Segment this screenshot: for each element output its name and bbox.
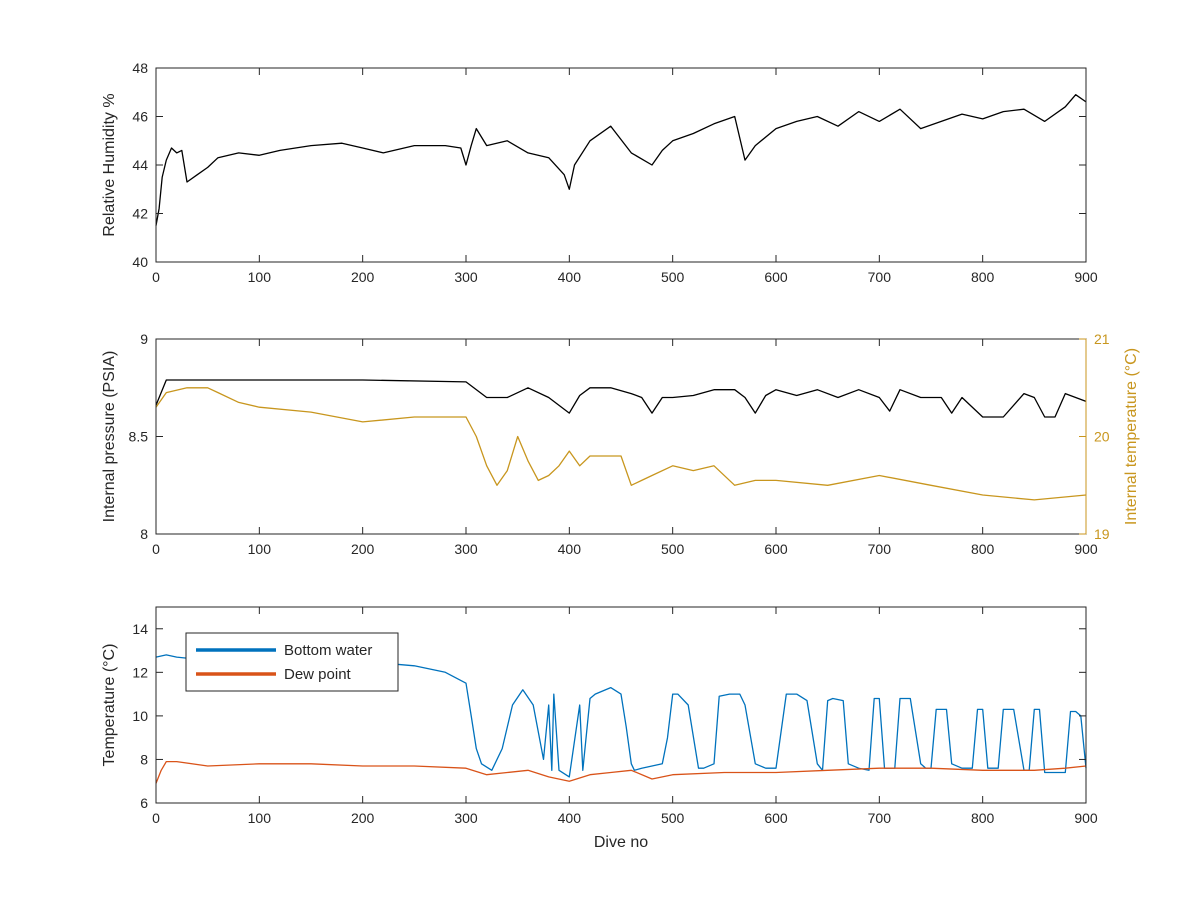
y-right-axis-label: Internal temperature (°C)	[1123, 348, 1140, 525]
x-tick-label: 300	[454, 269, 478, 285]
x-tick-label: 700	[868, 541, 892, 557]
x-tick-label: 500	[661, 269, 685, 285]
series-line-2-1	[155, 379, 1087, 418]
x-tick-label: 900	[1074, 810, 1098, 826]
y-axis-label: Relative Humidity %	[101, 93, 118, 236]
axes-box	[155, 606, 1087, 804]
x-tick-label: 600	[764, 810, 788, 826]
x-tick-label: 0	[152, 810, 160, 826]
x-tick-label: 900	[1074, 541, 1098, 557]
y-right-tick-label: 21	[1094, 331, 1110, 347]
x-tick-label: 800	[971, 541, 995, 557]
y-tick-label: 10	[132, 708, 148, 724]
series-line-2-2	[155, 387, 1087, 501]
y-tick-label: 14	[132, 621, 148, 637]
x-tick-label: 900	[1074, 269, 1098, 285]
x-tick-label: 800	[971, 269, 995, 285]
y-tick-label: 8.5	[129, 429, 149, 445]
y-tick-label: 8	[140, 751, 148, 767]
x-tick-label: 500	[661, 810, 685, 826]
legend-box	[185, 632, 399, 692]
x-tick-label: 0	[152, 269, 160, 285]
x-tick-label: 0	[152, 541, 160, 557]
x-tick-label: 600	[764, 541, 788, 557]
series-line-bottom-water	[155, 654, 1087, 778]
y-tick-label: 8	[140, 526, 148, 542]
x-tick-label: 200	[351, 269, 375, 285]
x-tick-label: 600	[764, 269, 788, 285]
y-tick-label: 40	[132, 254, 148, 270]
legend-label: Bottom water	[284, 642, 372, 659]
x-tick-label: 800	[971, 810, 995, 826]
chart-panel-2: 0 100 200 300 400 500 600 700 800 900 8 8.5 9 19 20 21 I…	[101, 331, 1140, 557]
y-axis-label: Internal pressure (PSIA)	[101, 351, 118, 523]
axes-box	[155, 67, 1087, 263]
x-tick-label: 200	[351, 541, 375, 557]
x-tick-label: 200	[351, 810, 375, 826]
y-right-tick-label: 19	[1094, 526, 1110, 542]
y-tick-label: 46	[132, 109, 148, 125]
y-right-tick-label: 20	[1094, 429, 1110, 445]
x-axis-label: Dive no	[594, 834, 648, 851]
x-tick-label: 100	[248, 810, 272, 826]
y-tick-label: 6	[140, 795, 148, 811]
legend-label: Dew point	[284, 666, 352, 683]
y-tick-label: 48	[132, 60, 148, 76]
chart-panel-3: 0 100 200 300 400 500 600 700 800 900 6 8 10 12 14 Temp…	[101, 606, 1098, 851]
x-tick-label: 400	[558, 541, 582, 557]
x-tick-label: 700	[868, 269, 892, 285]
y-tick-label: 44	[132, 157, 148, 173]
x-tick-label: 300	[454, 541, 478, 557]
x-tick-label: 300	[454, 810, 478, 826]
series-line-dew-point	[155, 760, 1087, 784]
y-tick-label: 12	[132, 664, 148, 680]
legend: Bottom water Dew point	[185, 632, 399, 692]
y-tick-label: 9	[140, 331, 148, 347]
axes-box	[155, 338, 1087, 535]
x-tick-label: 500	[661, 541, 685, 557]
series-line-1-1	[155, 94, 1087, 226]
y-axis-label: Temperature (°C)	[101, 644, 118, 767]
x-tick-label: 700	[868, 810, 892, 826]
x-tick-label: 400	[558, 269, 582, 285]
x-tick-label: 100	[248, 269, 272, 285]
chart-panel-1: 0 100 200 300 400 500 600 700 800 900 40 42 44 46 48 Re…	[101, 60, 1098, 285]
y-tick-label: 42	[132, 206, 148, 222]
x-tick-label: 100	[248, 541, 272, 557]
x-tick-label: 400	[558, 810, 582, 826]
